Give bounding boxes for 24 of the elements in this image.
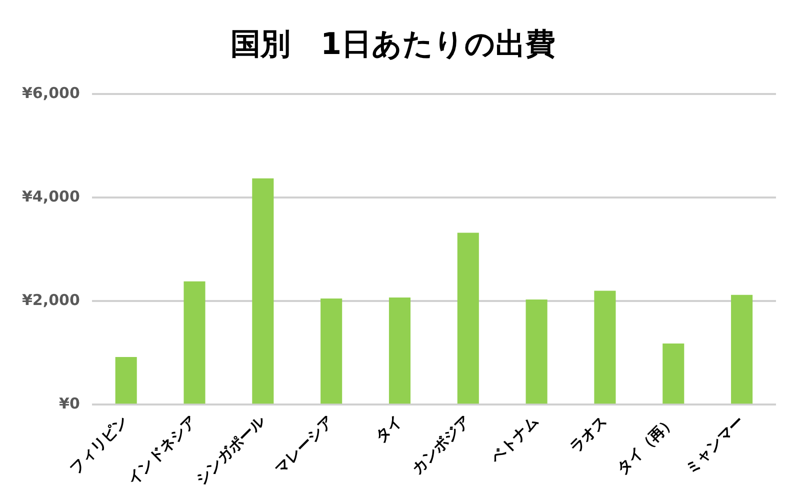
x-tick-label: ラオス: [566, 412, 611, 456]
bar: [594, 290, 616, 404]
bar: [115, 357, 137, 404]
x-tick-label: タイ（再）: [613, 412, 679, 478]
bar: [526, 300, 548, 404]
bar: [388, 297, 411, 404]
bar: [731, 294, 753, 404]
x-tick-label: フィリピン: [66, 412, 132, 478]
bar: [457, 232, 479, 404]
bar: [662, 344, 684, 404]
y-tick-label: ¥2,000: [22, 290, 80, 309]
x-tick-label: タイ: [371, 412, 406, 446]
x-tick-label: カンボジア: [408, 412, 474, 478]
bar: [184, 281, 206, 404]
x-tick-label: シンガポール: [192, 411, 270, 488]
x-tick-label: ミャンマー: [682, 412, 748, 478]
y-tick-label: ¥4,000: [22, 187, 80, 206]
x-tick-label: ベトナム: [486, 412, 542, 468]
bar: [320, 298, 342, 404]
x-tick-label: マレーシア: [271, 412, 337, 478]
y-tick-label: ¥6,000: [22, 84, 80, 102]
bar: [252, 178, 274, 404]
y-tick-label: ¥0: [59, 394, 80, 413]
chart-title: 国別 1日あたりの出費: [230, 26, 556, 62]
